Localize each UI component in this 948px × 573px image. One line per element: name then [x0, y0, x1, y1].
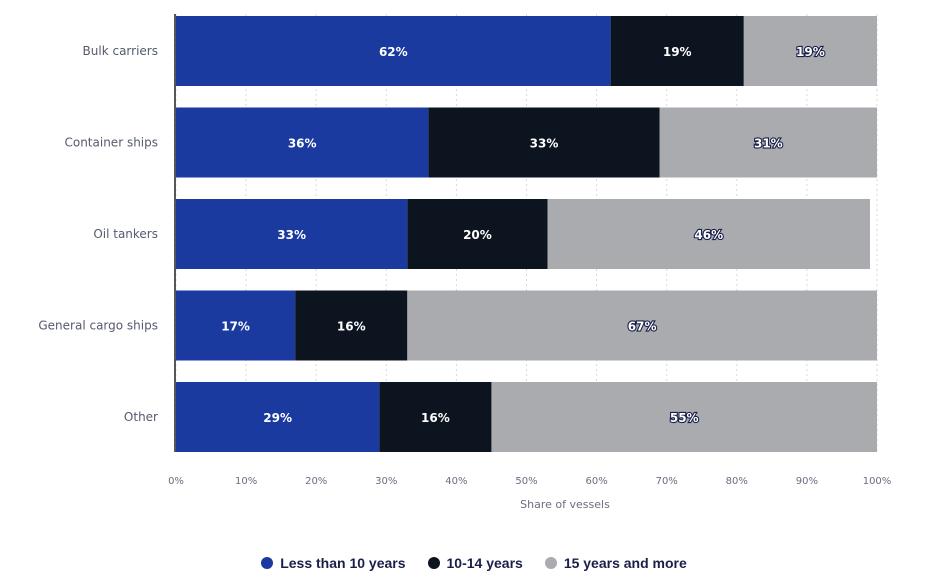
x-tick-label: 80% — [726, 476, 748, 487]
bars-group: 62% 19% 19% 36% 33% 31% 33% 20% 46% 17% 16% 67% 29% 1… — [176, 16, 877, 452]
data-label: 55% — [670, 411, 699, 425]
stacked-bar-chart: 62% 19% 19% 36% 33% 31% 33% 20% 46% 17% 16% 67% 29% 1… — [38, 14, 891, 511]
category-label: General cargo ships — [38, 319, 158, 333]
x-tick-label: 70% — [656, 476, 678, 487]
legend-marker-15-plus — [544, 557, 557, 569]
data-label: 67% — [628, 320, 657, 334]
legend-marker-less-than-10 — [261, 557, 274, 569]
bar-segment[interactable] — [407, 290, 877, 361]
data-label: 36% — [288, 137, 317, 151]
bar-segment[interactable] — [176, 290, 296, 361]
data-label: 17% — [221, 320, 250, 334]
bar-segment[interactable] — [610, 16, 744, 86]
bar-segment[interactable] — [295, 290, 408, 361]
data-label: 19% — [663, 45, 692, 59]
data-label: 20% — [463, 228, 492, 242]
category-label: Container ships — [64, 136, 158, 150]
bar-segment[interactable] — [176, 16, 611, 86]
x-tick-label: 40% — [445, 476, 467, 487]
data-label: 33% — [277, 228, 306, 242]
x-tick-label: 100% — [863, 476, 892, 487]
bar-segment[interactable] — [428, 107, 660, 178]
data-label: 29% — [263, 411, 292, 425]
x-tick-label: 0% — [168, 476, 184, 487]
bar-segment[interactable] — [176, 107, 429, 178]
data-label: 33% — [530, 137, 559, 151]
category-labels: Bulk carriers Container ships Oil tankers G… — [38, 44, 158, 424]
bar-segment[interactable] — [659, 107, 877, 178]
gridlines — [175, 14, 878, 452]
x-tick-label: 60% — [585, 476, 607, 487]
legend-item-15-plus[interactable]: 15 years and more — [544, 555, 687, 571]
legend-label: 15 years and more — [563, 555, 687, 571]
bar-segment[interactable] — [407, 199, 548, 269]
bar-segment[interactable] — [547, 199, 870, 269]
x-tick-label: 90% — [796, 476, 818, 487]
category-label: Oil tankers — [93, 227, 158, 241]
legend: Less than 10 years 10-14 years 15 years … — [0, 554, 948, 572]
data-label: 31% — [754, 137, 783, 151]
data-label: 46% — [694, 228, 723, 242]
legend-item-less-than-10[interactable]: Less than 10 years — [261, 555, 406, 571]
data-label: 19% — [796, 45, 825, 59]
data-label: 16% — [421, 411, 450, 425]
bar-segment[interactable] — [176, 382, 380, 452]
legend-label: Less than 10 years — [280, 555, 406, 571]
x-axis-title: Share of vessels — [520, 498, 610, 511]
data-label: 62% — [379, 45, 408, 59]
x-tick-label: 20% — [305, 476, 327, 487]
category-label: Bulk carriers — [83, 44, 158, 58]
legend-marker-10-14 — [427, 557, 440, 569]
data-label: 16% — [337, 320, 366, 334]
x-tick-labels: 0% 10% 20% 30% 40% 50% 60% 70% 80% 90% 100% — [168, 476, 891, 487]
legend-label: 10-14 years — [446, 555, 523, 571]
x-tick-label: 50% — [515, 476, 537, 487]
x-tick-label: 30% — [375, 476, 397, 487]
x-tick-label: 10% — [235, 476, 257, 487]
bar-segment[interactable] — [491, 382, 877, 452]
legend-item-10-14[interactable]: 10-14 years — [427, 555, 523, 571]
bar-segment[interactable] — [743, 16, 877, 86]
bar-segment[interactable] — [176, 199, 408, 269]
category-label: Other — [124, 410, 158, 424]
bar-segment[interactable] — [379, 382, 492, 452]
